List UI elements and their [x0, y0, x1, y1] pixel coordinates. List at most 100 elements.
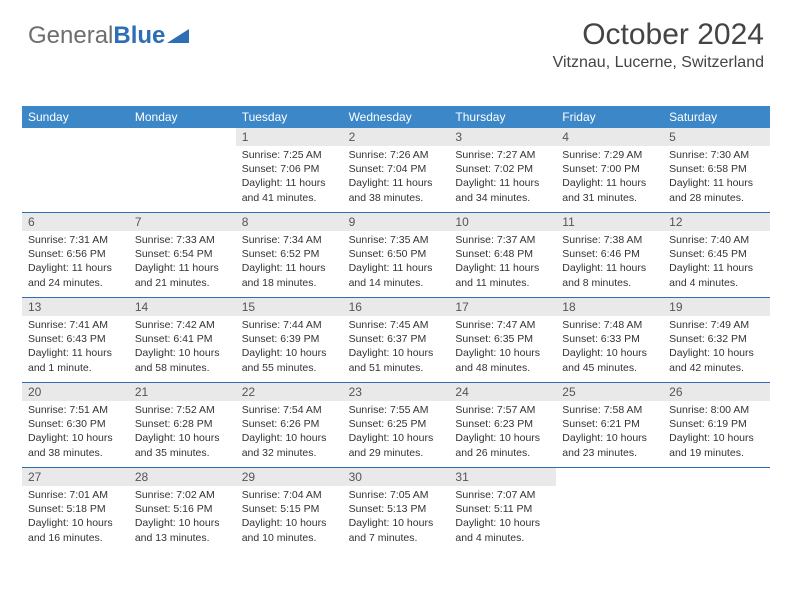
sunset-line: Sunset: 6:39 PM — [242, 332, 337, 346]
sunrise-line: Sunrise: 7:27 AM — [455, 148, 550, 162]
day-number: 8 — [236, 213, 343, 231]
day-cell: 11 Sunrise: 7:38 AMSunset: 6:46 PMDayligh… — [556, 213, 663, 297]
day-info: Sunrise: 7:41 AMSunset: 6:43 PMDaylight:… — [28, 318, 123, 375]
sunset-line: Sunset: 6:56 PM — [28, 247, 123, 261]
day-info: Sunrise: 7:38 AMSunset: 6:46 PMDaylight:… — [562, 233, 657, 290]
daylight-line: Daylight: 10 hours and 23 minutes. — [562, 431, 657, 459]
brand-logo: GeneralBlue — [28, 22, 189, 50]
sunset-line: Sunset: 6:35 PM — [455, 332, 550, 346]
day-info: Sunrise: 8:00 AMSunset: 6:19 PMDaylight:… — [669, 403, 764, 460]
day-number: 26 — [663, 383, 770, 401]
day-number: 12 — [663, 213, 770, 231]
day-info: Sunrise: 7:52 AMSunset: 6:28 PMDaylight:… — [135, 403, 230, 460]
daylight-line: Daylight: 10 hours and 4 minutes. — [455, 516, 550, 544]
daylight-line: Daylight: 10 hours and 45 minutes. — [562, 346, 657, 374]
daylight-line: Daylight: 11 hours and 38 minutes. — [349, 176, 444, 204]
daylight-line: Daylight: 11 hours and 18 minutes. — [242, 261, 337, 289]
brand-part2: Blue — [113, 22, 165, 50]
sunrise-line: Sunrise: 7:58 AM — [562, 403, 657, 417]
daylight-line: Daylight: 11 hours and 34 minutes. — [455, 176, 550, 204]
day-info: Sunrise: 7:04 AMSunset: 5:15 PMDaylight:… — [242, 488, 337, 545]
day-cell: 27Sunrise: 7:01 AMSunset: 5:18 PMDayligh… — [22, 468, 129, 552]
day-cell: 13 Sunrise: 7:41 AMSunset: 6:43 PMDayligh… — [22, 298, 129, 382]
day-cell: 6Sunrise: 7:31 AMSunset: 6:56 PMDaylight… — [22, 213, 129, 297]
day-number: 9 — [343, 213, 450, 231]
day-info: Sunrise: 7:30 AMSunset: 6:58 PMDaylight:… — [669, 148, 764, 205]
page-title: October 2024 — [553, 18, 764, 52]
sunset-line: Sunset: 5:16 PM — [135, 502, 230, 516]
day-number: 22 — [236, 383, 343, 401]
day-info: Sunrise: 7:40 AMSunset: 6:45 PMDaylight:… — [669, 233, 764, 290]
day-number: 23 — [343, 383, 450, 401]
sunrise-line: Sunrise: 7:25 AM — [242, 148, 337, 162]
day-info: Sunrise: 7:37 AMSunset: 6:48 PMDaylight:… — [455, 233, 550, 290]
day-info: Sunrise: 7:51 AMSunset: 6:30 PMDaylight:… — [28, 403, 123, 460]
sunrise-line: Sunrise: 7:52 AM — [135, 403, 230, 417]
sunset-line: Sunset: 6:21 PM — [562, 417, 657, 431]
day-cell: 9Sunrise: 7:35 AMSunset: 6:50 PMDaylight… — [343, 213, 450, 297]
day-number: 28 — [129, 468, 236, 486]
day-number: 7 — [129, 213, 236, 231]
day-info: Sunrise: 7:07 AMSunset: 5:11 PMDaylight:… — [455, 488, 550, 545]
daylight-line: Daylight: 10 hours and 35 minutes. — [135, 431, 230, 459]
day-info: Sunrise: 7:27 AMSunset: 7:02 PMDaylight:… — [455, 148, 550, 205]
daylight-line: Daylight: 10 hours and 48 minutes. — [455, 346, 550, 374]
calendar: SundayMondayTuesdayWednesdayThursdayFrid… — [22, 106, 770, 552]
sunrise-line: Sunrise: 7:04 AM — [242, 488, 337, 502]
sunrise-line: Sunrise: 7:30 AM — [669, 148, 764, 162]
daylight-line: Daylight: 11 hours and 1 minute. — [28, 346, 123, 374]
day-cell: 24Sunrise: 7:57 AMSunset: 6:23 PMDayligh… — [449, 383, 556, 467]
sunrise-line: Sunrise: 7:29 AM — [562, 148, 657, 162]
sunrise-line: Sunrise: 7:41 AM — [28, 318, 123, 332]
sunset-line: Sunset: 6:28 PM — [135, 417, 230, 431]
day-info: Sunrise: 7:45 AMSunset: 6:37 PMDaylight:… — [349, 318, 444, 375]
day-number: 15 — [236, 298, 343, 316]
daylight-line: Daylight: 11 hours and 28 minutes. — [669, 176, 764, 204]
day-cell: 15 Sunrise: 7:44 AMSunset: 6:39 PMDayligh… — [236, 298, 343, 382]
sunset-line: Sunset: 6:54 PM — [135, 247, 230, 261]
sunrise-line: Sunrise: 7:47 AM — [455, 318, 550, 332]
day-number: 29 — [236, 468, 343, 486]
day-cell: 12 Sunrise: 7:40 AMSunset: 6:45 PMDayligh… — [663, 213, 770, 297]
day-number: 27 — [22, 468, 129, 486]
daylight-line: Daylight: 11 hours and 31 minutes. — [562, 176, 657, 204]
sunset-line: Sunset: 6:33 PM — [562, 332, 657, 346]
day-info: Sunrise: 7:34 AMSunset: 6:52 PMDaylight:… — [242, 233, 337, 290]
day-number: 6 — [22, 213, 129, 231]
daylight-line: Daylight: 10 hours and 10 minutes. — [242, 516, 337, 544]
sunrise-line: Sunrise: 7:37 AM — [455, 233, 550, 247]
day-number: 13 — [22, 298, 129, 316]
day-info: Sunrise: 7:26 AMSunset: 7:04 PMDaylight:… — [349, 148, 444, 205]
daylight-line: Daylight: 10 hours and 58 minutes. — [135, 346, 230, 374]
sunset-line: Sunset: 6:25 PM — [349, 417, 444, 431]
day-number: 19 — [663, 298, 770, 316]
daylight-line: Daylight: 10 hours and 51 minutes. — [349, 346, 444, 374]
sunrise-line: Sunrise: 7:44 AM — [242, 318, 337, 332]
day-info: Sunrise: 7:29 AMSunset: 7:00 PMDaylight:… — [562, 148, 657, 205]
sunset-line: Sunset: 6:26 PM — [242, 417, 337, 431]
day-number: 20 — [22, 383, 129, 401]
day-number: 3 — [449, 128, 556, 146]
sunrise-line: Sunrise: 7:42 AM — [135, 318, 230, 332]
daylight-line: Daylight: 10 hours and 55 minutes. — [242, 346, 337, 374]
sunset-line: Sunset: 7:06 PM — [242, 162, 337, 176]
day-cell: 7Sunrise: 7:33 AMSunset: 6:54 PMDaylight… — [129, 213, 236, 297]
day-number: 30 — [343, 468, 450, 486]
sunset-line: Sunset: 6:32 PM — [669, 332, 764, 346]
sunset-line: Sunset: 5:11 PM — [455, 502, 550, 516]
day-cell: 30Sunrise: 7:05 AMSunset: 5:13 PMDayligh… — [343, 468, 450, 552]
sunset-line: Sunset: 7:00 PM — [562, 162, 657, 176]
day-cell: 5Sunrise: 7:30 AMSunset: 6:58 PMDaylight… — [663, 128, 770, 212]
day-number: 11 — [556, 213, 663, 231]
sunrise-line: Sunrise: 7:51 AM — [28, 403, 123, 417]
empty-cell — [663, 468, 770, 552]
day-cell: 17Sunrise: 7:47 AMSunset: 6:35 PMDayligh… — [449, 298, 556, 382]
sunset-line: Sunset: 6:30 PM — [28, 417, 123, 431]
daylight-line: Daylight: 11 hours and 11 minutes. — [455, 261, 550, 289]
weekday-header-row: SundayMondayTuesdayWednesdayThursdayFrid… — [22, 106, 770, 128]
day-cell: 2Sunrise: 7:26 AMSunset: 7:04 PMDaylight… — [343, 128, 450, 212]
daylight-line: Daylight: 11 hours and 14 minutes. — [349, 261, 444, 289]
sunset-line: Sunset: 5:18 PM — [28, 502, 123, 516]
daylight-line: Daylight: 10 hours and 26 minutes. — [455, 431, 550, 459]
sunrise-line: Sunrise: 7:35 AM — [349, 233, 444, 247]
